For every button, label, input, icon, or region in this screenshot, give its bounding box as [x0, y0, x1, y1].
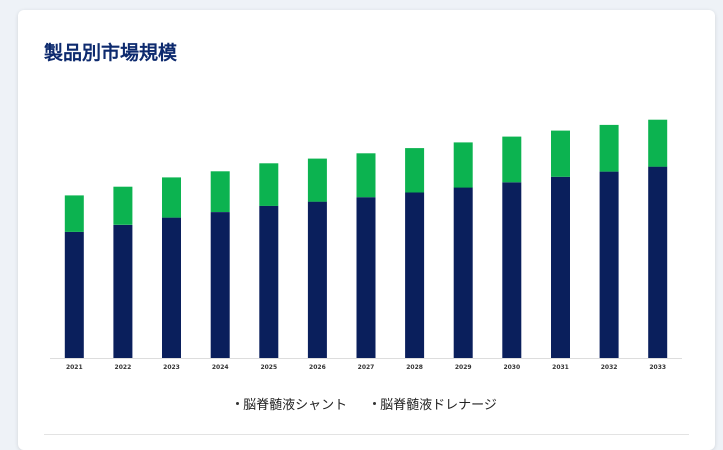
- bar-drainage-2024: [210, 171, 230, 212]
- bar-drainage-2030: [502, 136, 522, 183]
- bar-drainage-2032: [599, 124, 619, 172]
- x-tick-label: 2023: [163, 364, 180, 371]
- bar-drainage-2028: [405, 148, 425, 193]
- legend-item-shunt[interactable]: 脳脊髄液シャント: [236, 394, 347, 413]
- bar-shunt-2024: [210, 212, 230, 358]
- bar-shunt-2025: [259, 205, 279, 358]
- bar-shunt-2027: [356, 197, 376, 358]
- bar-shunt-2028: [405, 192, 425, 358]
- bar-shunt-2031: [551, 176, 570, 358]
- legend-label: 脳脊髄液シャント: [243, 398, 348, 413]
- x-tick-label: 2032: [601, 364, 618, 371]
- bar-shunt-2033: [648, 166, 668, 358]
- x-tick-label: 2027: [358, 364, 375, 371]
- card-divider: [44, 434, 689, 435]
- bar-drainage-2029: [453, 142, 473, 188]
- bar-shunt-2030: [502, 182, 522, 358]
- bar-shunt-2032: [599, 171, 619, 358]
- bar-drainage-2027: [356, 153, 376, 198]
- bar-shunt-2023: [162, 217, 181, 358]
- legend-label: 脳脊髄液ドレナージ: [380, 398, 497, 413]
- x-tick-label: 2030: [503, 364, 520, 371]
- bar-shunt-2026: [307, 201, 327, 358]
- chart-title: 製品別市場規模: [44, 42, 178, 64]
- x-tick-label: 2031: [552, 364, 569, 371]
- chart-card: 製品別市場規模 2021 2022 2023 2024 2025 2026 2027 2028…: [18, 10, 715, 450]
- bar-drainage-2021: [64, 195, 84, 232]
- bar-shunt-2029: [453, 187, 473, 358]
- bar-drainage-2033: [648, 119, 668, 167]
- bar-drainage-2023: [162, 177, 181, 218]
- stacked-bar-chart: 2021 2022 2023 2024 2025 2026 2027 2028 2029 2030…: [50, 119, 682, 371]
- bar-drainage-2025: [259, 163, 279, 206]
- bar-drainage-2031: [551, 130, 570, 177]
- x-tick-label: 2022: [115, 364, 132, 371]
- x-tick-label: 2025: [260, 364, 277, 371]
- legend-item-drainage[interactable]: 脳脊髄液ドレナージ: [373, 394, 497, 413]
- bar-drainage-2026: [307, 158, 327, 202]
- bar-shunt-2021: [64, 231, 84, 358]
- x-tick-label: 2029: [455, 364, 472, 371]
- x-tick-label: 2028: [406, 364, 423, 371]
- legend-bullet-icon: [236, 402, 240, 405]
- x-tick-label: 2021: [66, 364, 83, 371]
- legend-bullet-icon: [373, 402, 377, 405]
- x-tick-label: 2033: [649, 364, 666, 371]
- bar-drainage-2022: [113, 186, 133, 225]
- x-tick-label: 2026: [309, 364, 326, 371]
- x-tick-label: 2024: [212, 364, 229, 371]
- bar-shunt-2022: [113, 224, 133, 358]
- chart-legend: 脳脊髄液シャント 脳脊髄液ドレナージ: [18, 394, 715, 413]
